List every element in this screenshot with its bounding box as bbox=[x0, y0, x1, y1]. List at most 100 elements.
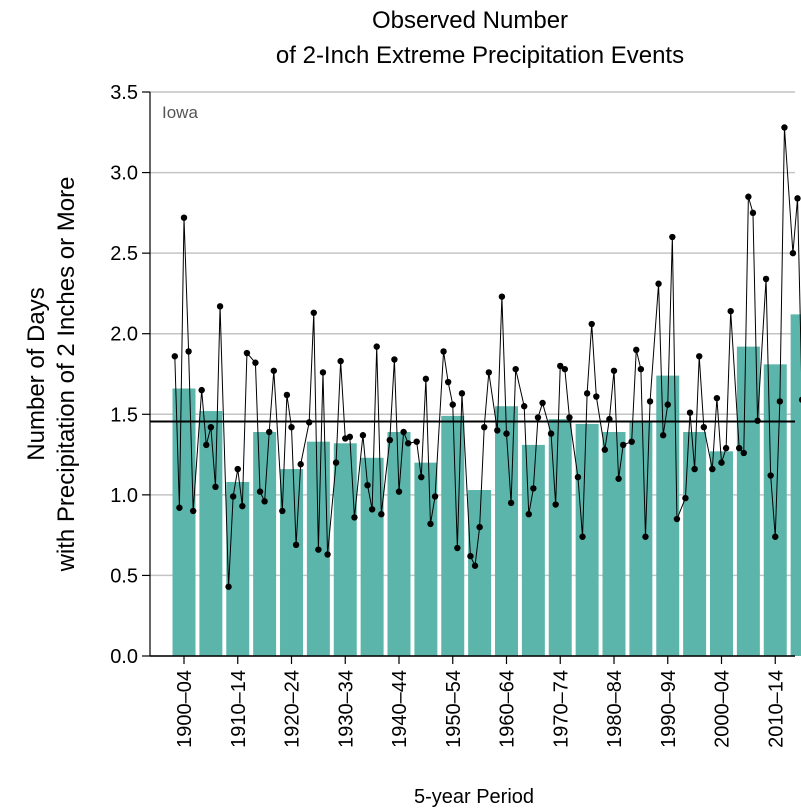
x-axis-label: 5-year Period bbox=[414, 786, 534, 808]
point-1966 bbox=[525, 510, 532, 518]
point-1931 bbox=[337, 357, 344, 365]
point-1968 bbox=[534, 414, 542, 421]
y-axis: 0.0 0.5 1.0 1.5 2.0 2.5 3.0 3.5 bbox=[110, 82, 151, 668]
point-2000 bbox=[709, 465, 716, 473]
y-tick-label: 0.0 bbox=[110, 646, 138, 668]
x-tick-label: 1990–94 bbox=[658, 670, 680, 748]
y-tick-label: 2.5 bbox=[110, 243, 138, 265]
x-tick-label: 1920–24 bbox=[282, 670, 304, 748]
point-2010 bbox=[762, 275, 770, 283]
point-1962 bbox=[503, 430, 510, 437]
x-tick-label: 2010–14 bbox=[765, 670, 787, 748]
point-1903 bbox=[185, 348, 192, 355]
point-2007 bbox=[745, 193, 752, 200]
point-1900 bbox=[171, 353, 179, 360]
point-1928 bbox=[319, 369, 327, 376]
point-1954 bbox=[458, 390, 466, 397]
point-1955 bbox=[467, 552, 474, 560]
point-1960 bbox=[494, 427, 501, 434]
x-tick-label: 1930–34 bbox=[335, 670, 357, 748]
bars bbox=[172, 314, 801, 656]
point-1940 bbox=[386, 436, 394, 444]
point-1945 bbox=[413, 438, 420, 445]
bar-1955–59 bbox=[468, 490, 492, 656]
point-1970 bbox=[547, 430, 555, 437]
point-1914 bbox=[243, 349, 251, 357]
point-1901 bbox=[176, 504, 183, 511]
point-1951 bbox=[444, 378, 452, 386]
bar-2015–19 bbox=[790, 314, 801, 656]
x-tick-label: 2000–04 bbox=[712, 670, 734, 748]
point-1909 bbox=[216, 303, 224, 310]
point-1908 bbox=[212, 483, 219, 490]
y-tick-label: 3.5 bbox=[110, 82, 138, 104]
point-1938 bbox=[373, 343, 380, 350]
bar-1960–64 bbox=[495, 406, 518, 656]
point-1990 bbox=[655, 280, 662, 287]
point-1924 bbox=[297, 461, 304, 468]
point-2012 bbox=[772, 533, 779, 540]
point-1956 bbox=[471, 562, 479, 569]
bar-1915–19 bbox=[253, 432, 277, 656]
point-2013 bbox=[776, 398, 784, 405]
point-1969 bbox=[539, 399, 546, 407]
chart-title-line1: Observed Number bbox=[372, 7, 568, 34]
point-1965 bbox=[520, 403, 528, 410]
x-tick-label: 1970–74 bbox=[550, 670, 572, 748]
bar-1975–79 bbox=[575, 423, 599, 656]
bar-1985–89 bbox=[629, 422, 653, 656]
x-tick-label: 1910–14 bbox=[228, 670, 250, 748]
state-label: Iowa bbox=[162, 103, 198, 122]
point-1918 bbox=[266, 428, 273, 436]
point-1963 bbox=[507, 499, 515, 507]
x-tick-label: 1900–04 bbox=[174, 670, 196, 748]
point-1985 bbox=[628, 438, 635, 445]
point-1986 bbox=[633, 346, 640, 354]
point-1971 bbox=[552, 501, 559, 508]
point-1973 bbox=[561, 365, 569, 373]
point-1998 bbox=[696, 353, 703, 360]
point-1933 bbox=[346, 433, 354, 441]
point-1948 bbox=[427, 520, 434, 528]
point-1967 bbox=[530, 485, 537, 492]
point-1979 bbox=[593, 393, 600, 400]
bar-2005–09 bbox=[736, 346, 760, 656]
point-1984 bbox=[619, 441, 627, 449]
point-1937 bbox=[368, 506, 376, 513]
point-1919 bbox=[270, 367, 278, 374]
point-1988 bbox=[642, 533, 649, 540]
point-1943 bbox=[400, 428, 407, 436]
bar-2010–14 bbox=[763, 364, 787, 656]
point-1950 bbox=[440, 348, 447, 355]
point-1921 bbox=[283, 391, 291, 399]
point-1953 bbox=[454, 544, 461, 552]
y-axis-label-line2: with Precipitation of 2 Inches or More bbox=[53, 177, 80, 573]
x-tick-label: 1980–84 bbox=[604, 670, 626, 748]
point-1987 bbox=[637, 365, 645, 373]
point-1972 bbox=[557, 362, 564, 370]
point-1997 bbox=[691, 465, 698, 473]
point-1917 bbox=[261, 498, 268, 505]
bar-1990–94 bbox=[656, 375, 680, 656]
point-1910 bbox=[225, 583, 232, 590]
point-1936 bbox=[364, 481, 371, 489]
y-axis-label-line1: Number of Days bbox=[23, 287, 50, 460]
y-tick-label: 1.0 bbox=[110, 485, 138, 507]
point-1983 bbox=[615, 475, 622, 482]
point-2002 bbox=[718, 459, 725, 466]
point-1926 bbox=[310, 309, 317, 316]
point-1964 bbox=[512, 365, 519, 373]
point-1952 bbox=[449, 401, 456, 408]
chart-title-line2: of 2-Inch Extreme Precipitation Events bbox=[276, 42, 684, 69]
point-1913 bbox=[239, 502, 246, 510]
bar-1995–99 bbox=[683, 432, 707, 656]
point-1982 bbox=[610, 367, 618, 374]
point-1999 bbox=[700, 423, 708, 431]
point-2016 bbox=[794, 195, 801, 202]
point-2017 bbox=[798, 396, 801, 403]
point-1905 bbox=[198, 386, 205, 394]
bar-2000–04 bbox=[710, 451, 733, 656]
point-1916 bbox=[256, 488, 264, 495]
point-2008 bbox=[749, 209, 757, 217]
